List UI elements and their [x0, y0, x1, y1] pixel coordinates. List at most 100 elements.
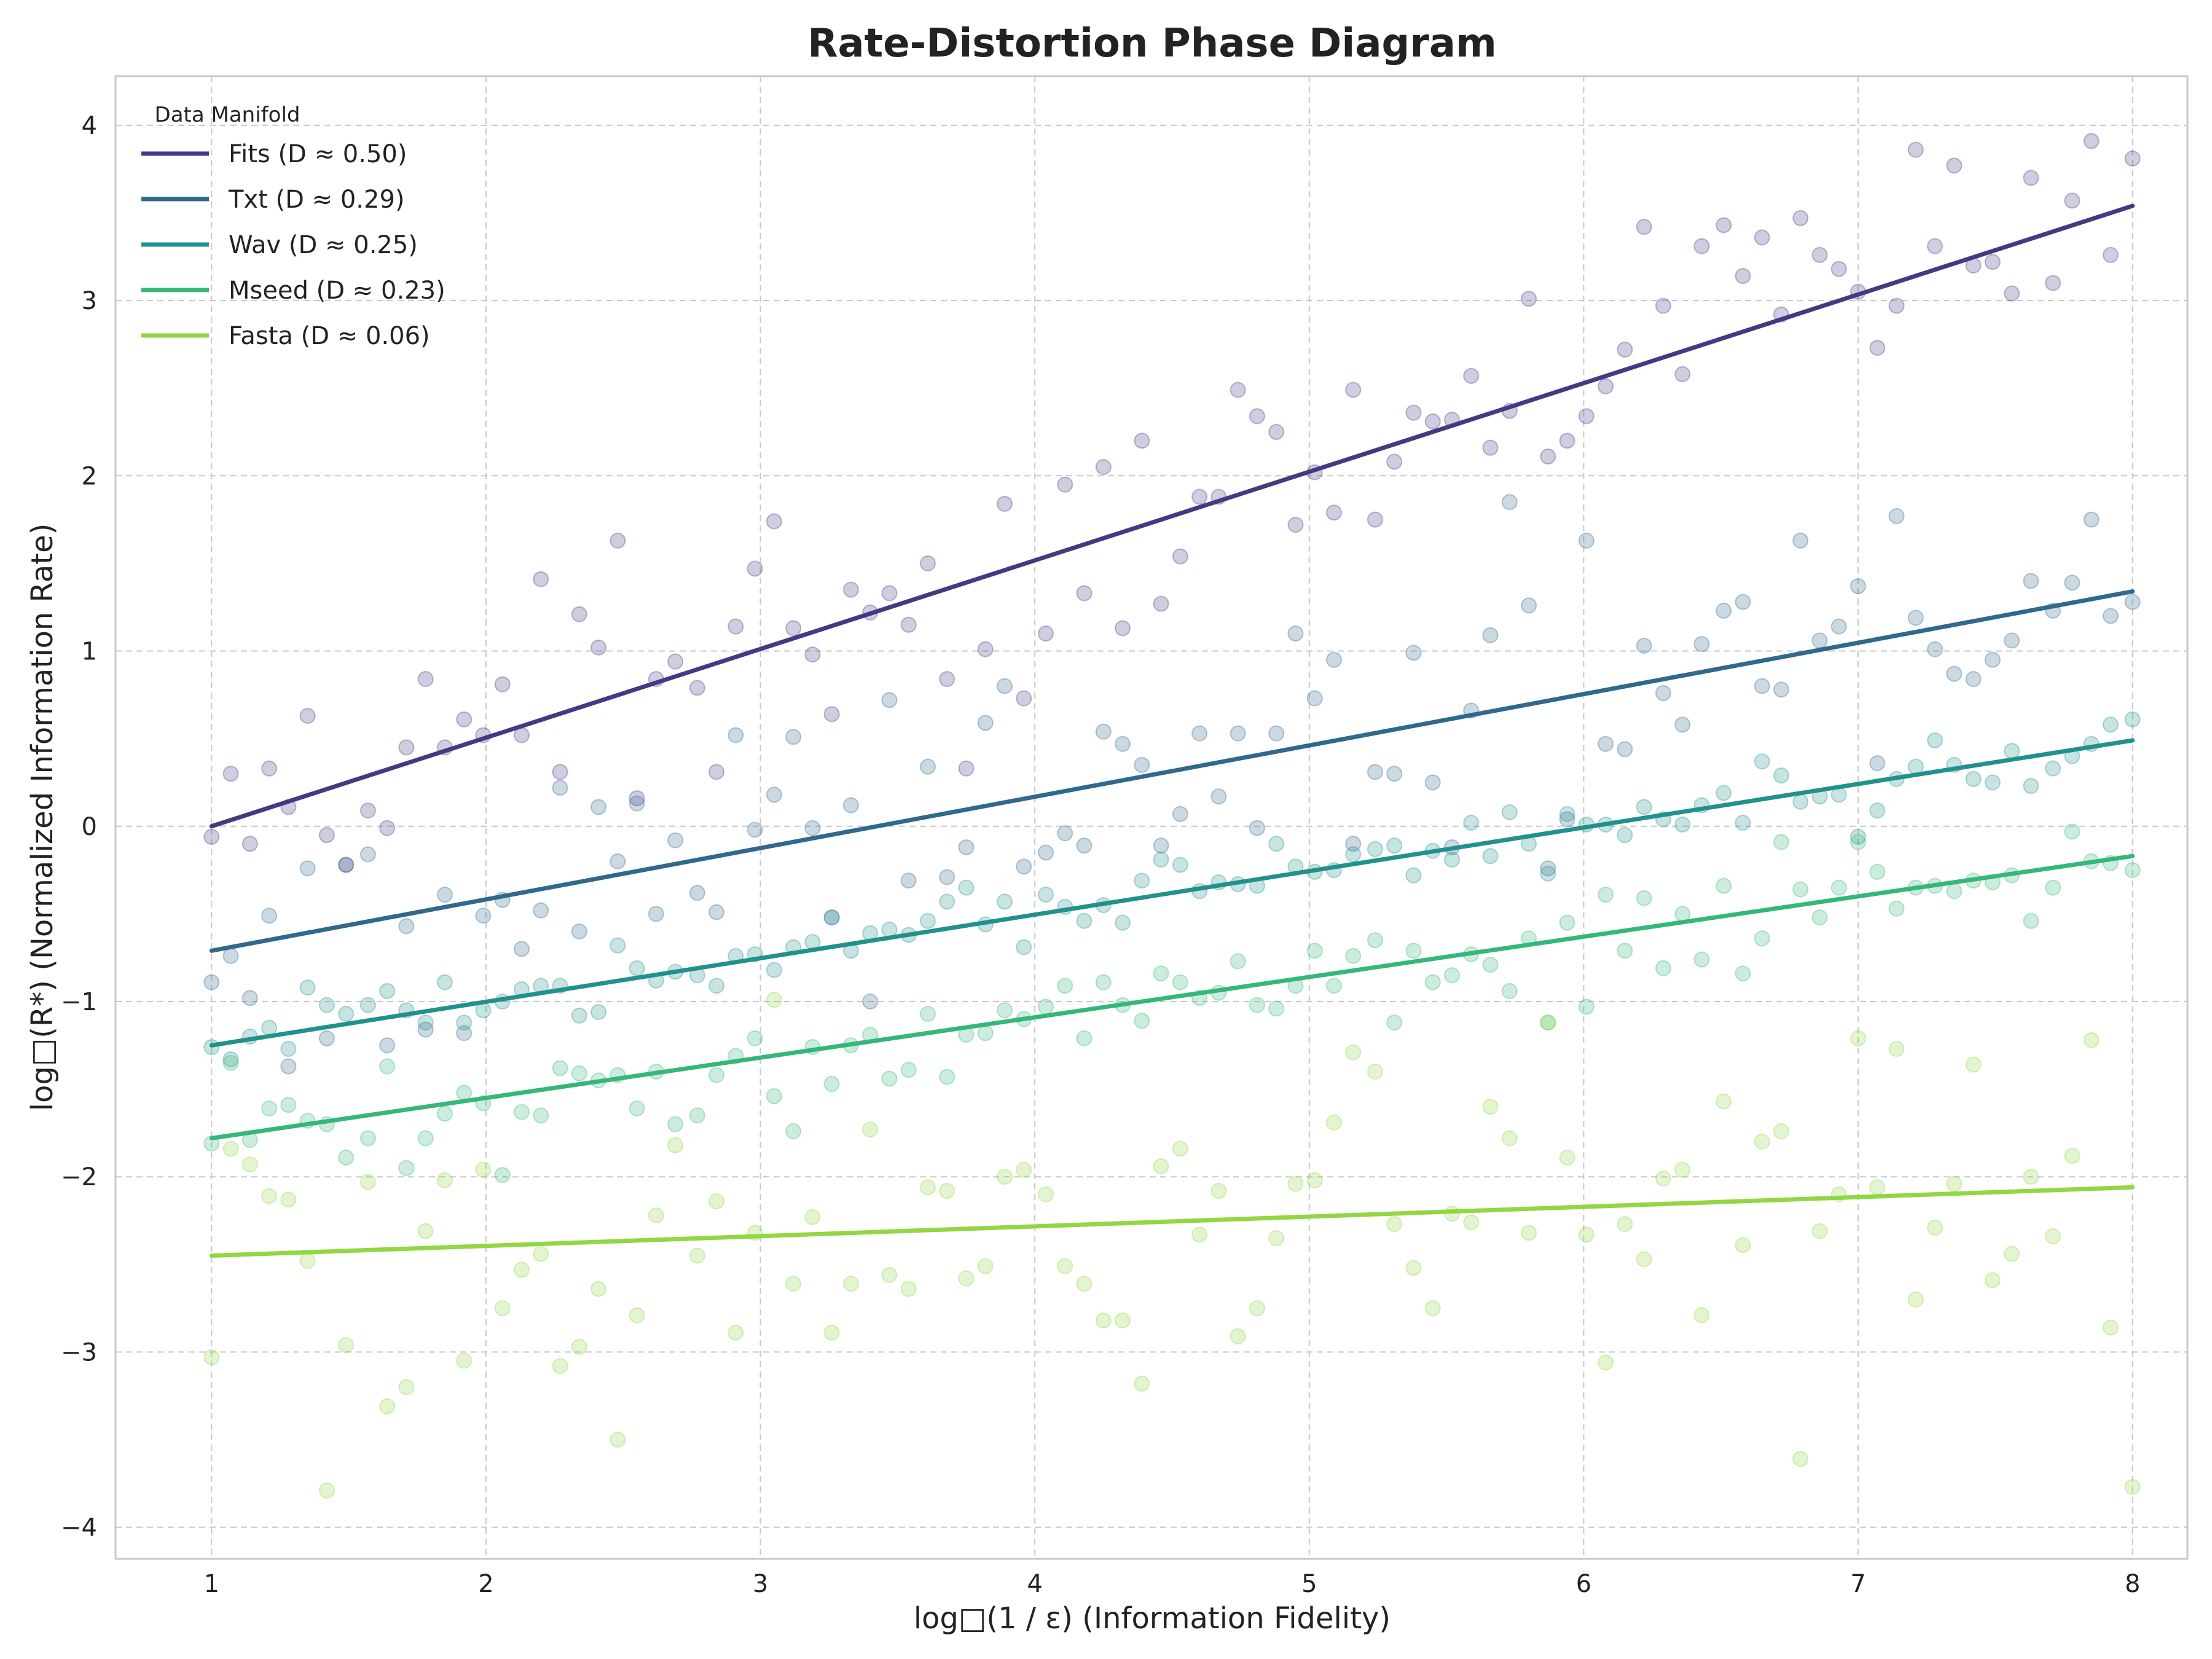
- data-point: [1735, 815, 1751, 831]
- data-point: [1306, 943, 1323, 959]
- data-point: [689, 1247, 705, 1264]
- data-point: [1946, 883, 1963, 900]
- data-point: [1946, 665, 1963, 682]
- data-point: [1463, 815, 1480, 831]
- data-point: [533, 571, 549, 587]
- data-point: [1134, 756, 1150, 773]
- data-point: [1946, 157, 1963, 174]
- data-point: [514, 941, 530, 957]
- data-point: [1559, 433, 1575, 449]
- data-point: [1134, 1375, 1150, 1392]
- data-point: [2064, 1147, 2081, 1164]
- data-point: [1792, 1451, 1809, 1467]
- data-point: [1869, 755, 1886, 772]
- data-point: [1287, 626, 1304, 642]
- data-point: [1463, 1214, 1480, 1231]
- data-point: [1655, 960, 1671, 976]
- data-point: [1326, 651, 1343, 668]
- data-point: [571, 1007, 587, 1024]
- data-point: [939, 1069, 955, 1085]
- data-point: [939, 869, 955, 885]
- data-point: [1038, 998, 1054, 1015]
- data-point: [1326, 978, 1343, 994]
- series-0-points: [203, 133, 2141, 873]
- data-point: [1230, 953, 1246, 970]
- y-tick-label: −3: [61, 1338, 97, 1367]
- data-point: [823, 706, 840, 723]
- data-point: [1016, 939, 1032, 955]
- data-point: [1287, 517, 1304, 533]
- data-point: [2124, 151, 2141, 167]
- data-point: [436, 1105, 453, 1122]
- series-0-fit-line: [209, 203, 2135, 829]
- data-point: [900, 873, 917, 889]
- data-point: [318, 997, 335, 1013]
- data-point: [900, 1062, 917, 1078]
- data-point: [379, 1037, 396, 1054]
- data-point: [417, 671, 434, 688]
- data-point: [1655, 297, 1671, 314]
- data-point: [203, 974, 220, 990]
- data-point: [261, 760, 278, 777]
- data-point: [1268, 1000, 1285, 1017]
- data-point: [823, 909, 840, 926]
- data-point: [1249, 820, 1265, 836]
- data-point: [1735, 965, 1751, 982]
- data-point: [1057, 978, 1073, 994]
- data-point: [359, 802, 376, 819]
- data-point: [747, 1030, 763, 1046]
- data-point: [2023, 778, 2039, 794]
- data-point: [1386, 453, 1403, 470]
- data-point: [1773, 767, 1789, 784]
- data-point: [1578, 408, 1594, 425]
- data-point: [571, 606, 587, 622]
- data-point: [1965, 1056, 1982, 1073]
- data-point: [299, 860, 316, 877]
- data-point: [2124, 594, 2141, 610]
- data-point: [708, 904, 725, 920]
- data-point: [1598, 378, 1614, 394]
- data-point: [1405, 943, 1422, 959]
- data-point: [1386, 1216, 1403, 1233]
- data-point: [241, 1156, 258, 1173]
- data-point: [1444, 967, 1461, 984]
- data-point: [299, 708, 316, 724]
- data-point: [514, 1104, 530, 1120]
- y-axis-title: log□(R*) (Normalized Information Rate): [25, 524, 60, 1112]
- data-point: [571, 1065, 587, 1081]
- data-point: [689, 1107, 705, 1124]
- data-point: [222, 1140, 239, 1157]
- data-point: [1134, 1013, 1150, 1029]
- data-point: [958, 879, 975, 896]
- legend-entry-label: Fasta (D ≈ 0.06): [229, 322, 430, 350]
- data-point: [1540, 865, 1556, 882]
- data-point: [590, 1281, 607, 1297]
- legend-entry-label: Mseed (D ≈ 0.23): [229, 276, 445, 305]
- data-point: [785, 729, 802, 745]
- data-point: [1792, 532, 1809, 549]
- data-point: [1482, 957, 1499, 973]
- data-point: [689, 885, 705, 901]
- x-tick-label: 2: [478, 1570, 493, 1598]
- data-point: [785, 620, 802, 637]
- data-point: [1057, 1258, 1073, 1274]
- data-point: [900, 1281, 917, 1297]
- data-point: [1655, 684, 1671, 701]
- data-point: [920, 1179, 936, 1196]
- data-point: [261, 1100, 278, 1116]
- data-point: [398, 739, 415, 756]
- data-point: [533, 902, 549, 919]
- data-point: [318, 1030, 335, 1046]
- data-point: [1850, 834, 1867, 850]
- data-point: [977, 1258, 994, 1274]
- data-point: [2004, 743, 2020, 759]
- data-point: [862, 993, 879, 1010]
- data-point: [359, 846, 376, 863]
- data-point: [747, 560, 763, 577]
- data-point: [689, 680, 705, 696]
- x-tick-label: 8: [2125, 1570, 2140, 1598]
- data-point: [823, 1325, 840, 1341]
- data-point: [417, 1223, 434, 1239]
- data-point: [1773, 834, 1789, 850]
- data-point: [2045, 760, 2061, 777]
